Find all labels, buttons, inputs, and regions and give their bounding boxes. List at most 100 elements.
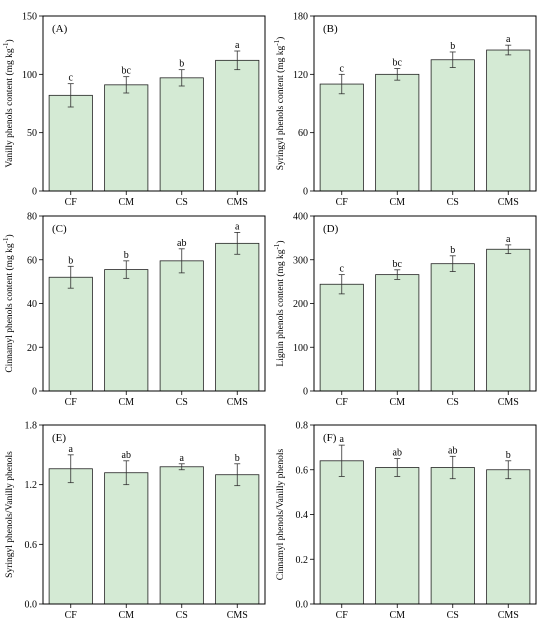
significance-letter: b	[450, 41, 455, 52]
y-tick-label: 200	[293, 299, 308, 310]
x-tick-label: CM	[118, 397, 134, 408]
significance-letter: ab	[393, 448, 402, 459]
y-tick-label: 0.6	[296, 465, 309, 476]
bar-1-2	[430, 59, 475, 192]
significance-letter: bc	[393, 58, 403, 69]
significance-letter: b	[124, 250, 129, 261]
significance-letter: b	[506, 450, 511, 461]
significance-letter: b	[179, 59, 184, 70]
x-tick-label: CS	[447, 610, 459, 621]
y-tick-label: 0	[303, 387, 308, 398]
y-tick-label: 1.2	[25, 480, 38, 491]
significance-letter: a	[180, 453, 185, 464]
error-bar-5-3	[505, 460, 512, 480]
x-tick-label: CS	[176, 197, 188, 208]
significance-letter: a	[235, 221, 240, 232]
plot-frame	[313, 15, 537, 192]
error-bar-5-1	[394, 458, 401, 477]
error-bar-5-2	[449, 455, 456, 480]
x-tick-label: CF	[336, 610, 349, 621]
bar-1-1	[375, 73, 420, 192]
y-tick-label: 1.8	[25, 421, 38, 432]
significance-letter: a	[340, 434, 345, 445]
significance-letter: ab	[177, 238, 186, 249]
x-tick-label: CM	[389, 197, 405, 208]
y-tick-label: 100	[22, 70, 37, 81]
error-bar-3-2	[449, 255, 456, 272]
error-bar-2-0	[67, 265, 74, 289]
significance-letter: a	[506, 34, 511, 45]
y-tick-label: 150	[22, 12, 37, 23]
bar-1-0	[319, 83, 364, 192]
y-tick-label: 300	[293, 255, 308, 266]
significance-letter: ab	[122, 450, 131, 461]
y-tick-label: 20	[27, 343, 37, 354]
plot-frame	[42, 15, 266, 192]
chart-panel-3: c CF bc CM b CS a CMS 0 100 200 300 400 (D) Lignin phe…	[273, 212, 537, 408]
y-tick-label: 0.0	[25, 600, 38, 611]
error-bar-2-2	[178, 248, 185, 274]
y-tick-label: 60	[27, 255, 37, 266]
y-tick-label: 0.8	[296, 421, 309, 432]
x-tick-label: CS	[447, 397, 459, 408]
bar-2-0	[48, 276, 93, 392]
y-tick-label: 60	[298, 128, 308, 139]
x-tick-label: CM	[389, 397, 405, 408]
y-axis-label: Syringyl phenols content (mg kg-1)	[273, 37, 286, 171]
y-tick-label: 80	[27, 212, 37, 223]
error-bar-4-0	[67, 454, 74, 484]
error-bar-2-1	[123, 260, 130, 279]
bar-0-1	[104, 84, 149, 192]
bar-2-2	[159, 260, 204, 392]
x-tick-label: CF	[65, 397, 78, 408]
panel-label: (A)	[52, 23, 68, 35]
bar-0-0	[48, 94, 93, 192]
significance-letter: b	[235, 453, 240, 464]
error-bar-0-2	[178, 69, 185, 87]
error-bar-1-2	[449, 51, 456, 68]
y-tick-label: 0.2	[296, 555, 309, 566]
bar-2-3	[215, 242, 260, 392]
error-bar-0-3	[234, 50, 241, 71]
y-tick-label: 50	[27, 128, 37, 139]
x-tick-label: CMS	[227, 610, 248, 621]
error-bar-0-1	[123, 76, 130, 94]
significance-letter: bc	[393, 259, 403, 270]
plot-frame	[42, 424, 266, 605]
error-bar-2-3	[234, 232, 241, 255]
bar-3-2	[430, 263, 475, 392]
panel-label: (E)	[52, 432, 66, 444]
bar-5-1	[375, 467, 420, 605]
y-tick-label: 40	[27, 299, 37, 310]
x-tick-label: CS	[176, 610, 188, 621]
x-tick-label: CM	[118, 197, 134, 208]
x-tick-label: CM	[118, 610, 134, 621]
y-tick-label: 0	[32, 187, 37, 198]
x-tick-label: CMS	[498, 397, 519, 408]
bar-2-1	[104, 269, 149, 392]
error-bar-1-1	[394, 68, 401, 81]
error-bar-4-2	[178, 463, 185, 471]
significance-letter: b	[450, 245, 455, 256]
bar-3-3	[486, 248, 531, 392]
significance-letter: c	[340, 264, 345, 275]
y-axis-label: Lignin phenols content (mg kg-1)	[273, 240, 286, 366]
x-tick-label: CMS	[498, 197, 519, 208]
y-tick-label: 0.6	[25, 540, 38, 551]
y-axis-label: Syringyl phenols/Vanilly phenols	[5, 451, 15, 578]
error-bar-3-1	[394, 269, 401, 280]
y-tick-label: 180	[293, 12, 308, 23]
significance-letter: bc	[122, 66, 132, 77]
chart-panel-5: a CF ab CM ab CS b CMS 0.0 0.2 0.4 0.6 0.8 (F) Cinnamy…	[276, 421, 537, 621]
error-bar-4-1	[123, 460, 130, 486]
x-tick-label: CMS	[227, 197, 248, 208]
y-axis-label: Cinnamyl phenols/Vanilly phenols	[276, 448, 286, 580]
y-axis-label: Vanilly phenols content (mg kg-1)	[2, 39, 15, 167]
error-bar-5-0	[338, 444, 345, 477]
x-tick-label: CF	[336, 397, 349, 408]
significance-letter: b	[68, 255, 73, 266]
chart-panel-0: c CF bc CM b CS a CMS 0 50 100 150 (A) Vanilly phenol…	[2, 12, 266, 208]
significance-letter: ab	[448, 445, 457, 456]
significance-letter: a	[235, 40, 240, 51]
